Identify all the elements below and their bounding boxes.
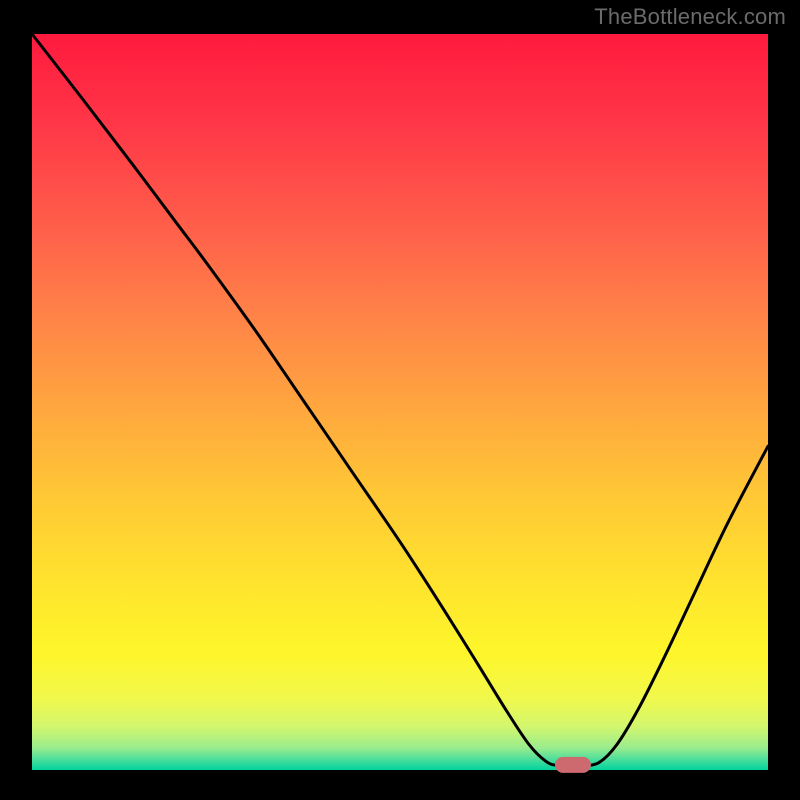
watermark-text: TheBottleneck.com: [594, 4, 786, 30]
optimal-marker: [555, 757, 591, 773]
plot-background: [32, 34, 768, 770]
bottleneck-chart: [0, 0, 800, 800]
chart-container: TheBottleneck.com: [0, 0, 800, 800]
